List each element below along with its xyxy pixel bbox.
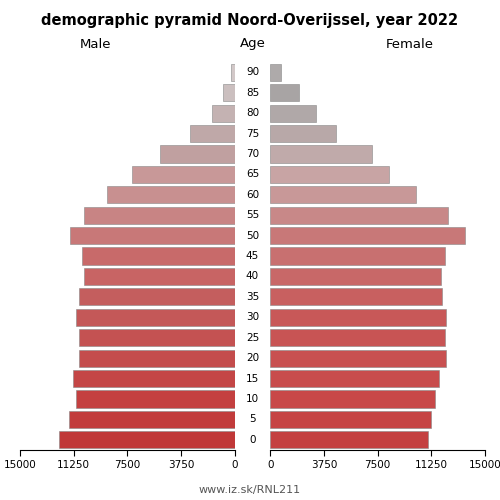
Bar <box>76 390 234 407</box>
Bar <box>270 84 299 101</box>
Text: demographic pyramid Noord-Overijssel, year 2022: demographic pyramid Noord-Overijssel, ye… <box>42 12 459 28</box>
Text: Male: Male <box>80 38 111 51</box>
Bar <box>70 227 234 244</box>
Bar <box>270 370 439 387</box>
Text: 65: 65 <box>246 170 259 179</box>
Bar <box>73 370 234 387</box>
Text: 45: 45 <box>246 251 259 261</box>
Text: 10: 10 <box>246 394 259 404</box>
Bar <box>84 268 234 285</box>
Bar <box>108 186 234 204</box>
Text: 5: 5 <box>249 414 256 424</box>
Bar <box>58 431 234 448</box>
Bar <box>230 64 234 81</box>
Bar <box>78 329 234 346</box>
Bar <box>270 411 430 428</box>
Text: 75: 75 <box>246 128 259 138</box>
Text: 0: 0 <box>249 435 256 445</box>
Text: 40: 40 <box>246 272 259 281</box>
Text: 30: 30 <box>246 312 259 322</box>
Bar <box>270 308 446 326</box>
Bar <box>270 186 416 204</box>
Text: 25: 25 <box>246 332 259 342</box>
Text: 20: 20 <box>246 353 259 363</box>
Bar <box>82 248 234 264</box>
Bar <box>270 248 445 264</box>
Bar <box>270 206 448 224</box>
Bar <box>270 350 446 366</box>
Text: www.iz.sk/RNL211: www.iz.sk/RNL211 <box>199 484 301 494</box>
Bar <box>68 411 234 428</box>
Text: 55: 55 <box>246 210 259 220</box>
Bar <box>270 104 316 122</box>
Text: 80: 80 <box>246 108 259 118</box>
Text: 15: 15 <box>246 374 259 384</box>
Bar <box>84 206 234 224</box>
Bar <box>270 329 445 346</box>
Text: 90: 90 <box>246 68 259 78</box>
Text: Age: Age <box>240 38 266 51</box>
Bar <box>223 84 234 101</box>
Text: 85: 85 <box>246 88 259 98</box>
Bar <box>270 125 336 142</box>
Bar <box>270 227 465 244</box>
Text: 60: 60 <box>246 190 259 200</box>
Bar <box>270 288 442 306</box>
Bar <box>132 166 234 183</box>
Bar <box>270 268 440 285</box>
Bar <box>270 166 389 183</box>
Bar <box>212 104 234 122</box>
Bar <box>76 308 234 326</box>
Bar <box>270 64 281 81</box>
Bar <box>270 390 435 407</box>
Bar <box>270 431 428 448</box>
Text: 70: 70 <box>246 149 259 159</box>
Text: 50: 50 <box>246 230 259 240</box>
Text: 35: 35 <box>246 292 259 302</box>
Text: Female: Female <box>386 38 434 51</box>
Bar <box>270 146 372 162</box>
Bar <box>160 146 234 162</box>
Bar <box>190 125 234 142</box>
Bar <box>78 350 234 366</box>
Bar <box>78 288 234 306</box>
